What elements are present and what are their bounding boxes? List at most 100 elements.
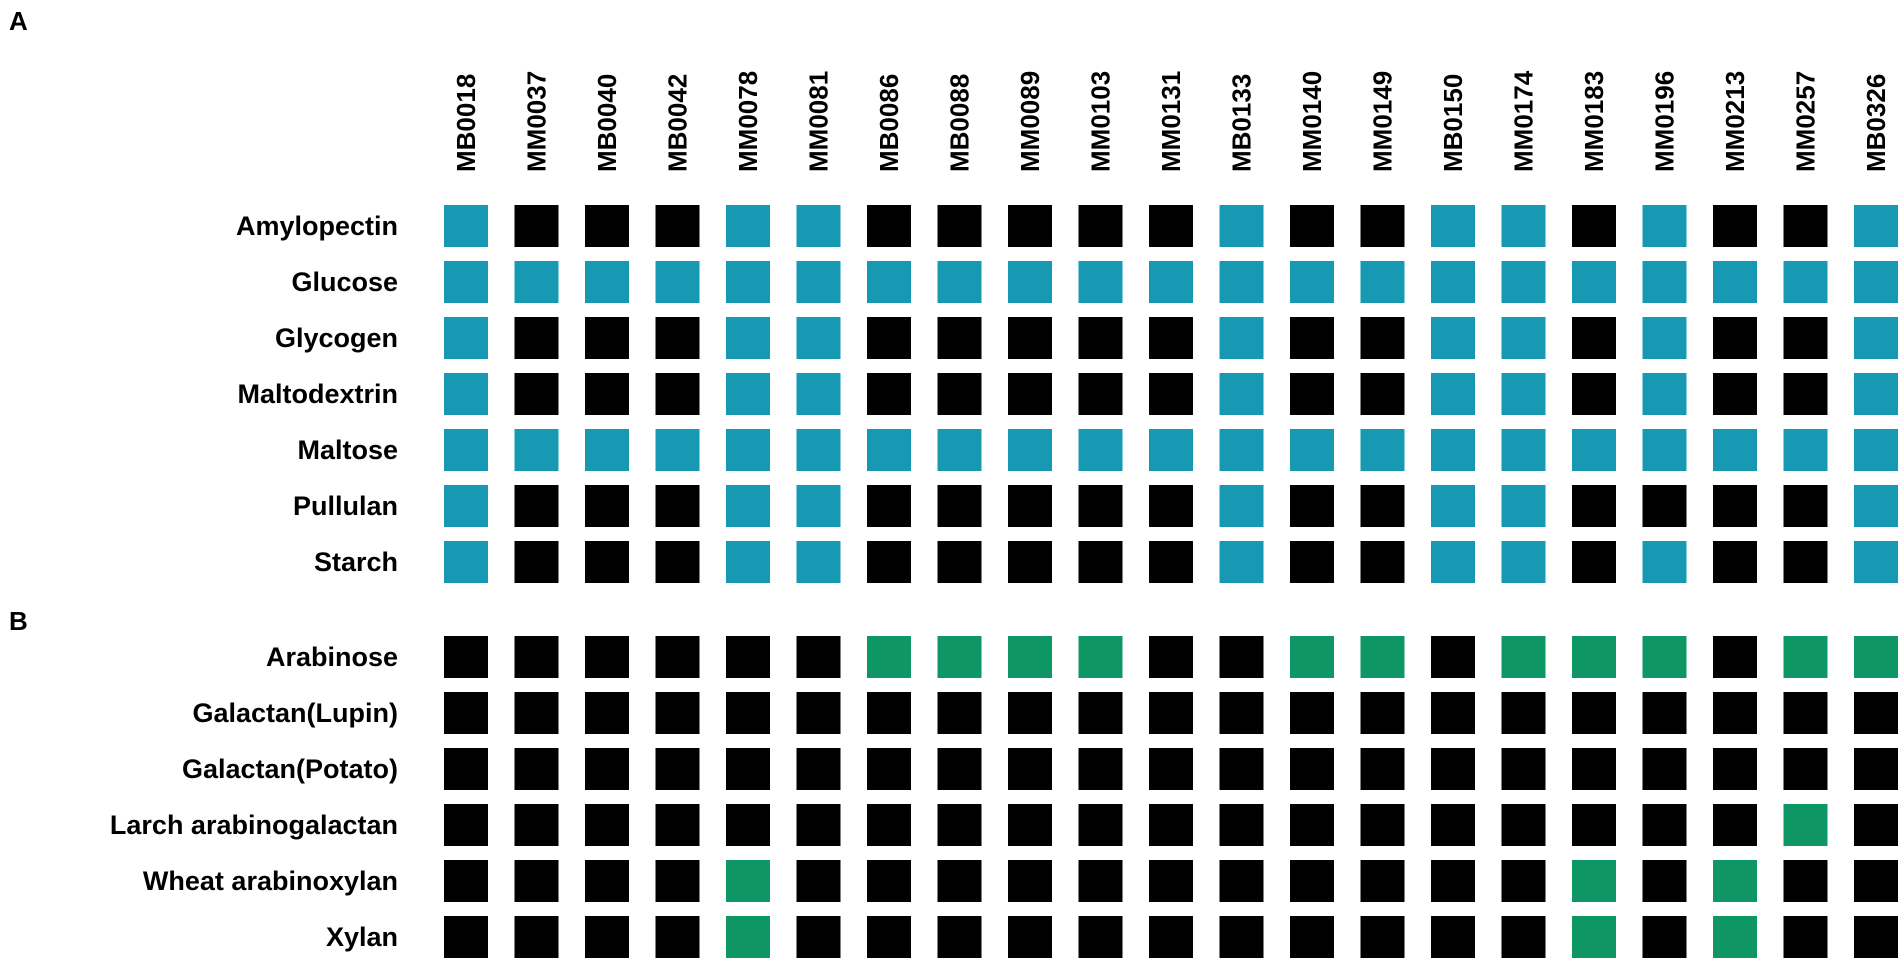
cell-galactan-potato-mb0133 xyxy=(1219,748,1264,790)
cell-xylan-mm0078 xyxy=(726,916,770,958)
cell-galactan-lupin-mm0149 xyxy=(1360,692,1405,734)
cell-galactan-potato-mm0103 xyxy=(1078,748,1123,790)
column-label-mb0150: MB0150 xyxy=(1438,74,1468,172)
cell-maltodextrin-mm0131 xyxy=(1149,373,1193,415)
cell-maltodextrin-mb0040 xyxy=(585,373,629,415)
column-label-mm0131: MM0131 xyxy=(1156,71,1186,172)
cell-amylopectin-mb0133 xyxy=(1219,205,1264,247)
cell-larch-arabinogalactan-mm0149 xyxy=(1360,804,1405,846)
cell-glycogen-mm0257 xyxy=(1783,317,1828,359)
cell-starch-mm0213 xyxy=(1713,541,1757,583)
cell-xylan-mm0037 xyxy=(514,916,559,958)
cell-galactan-potato-mm0081 xyxy=(796,748,841,790)
cell-starch-mm0196 xyxy=(1642,541,1687,583)
row-label-larch-arabinogalactan: Larch arabinogalactan xyxy=(110,810,398,840)
cell-xylan-mm0196 xyxy=(1642,916,1687,958)
cell-pullulan-mb0088 xyxy=(937,485,982,527)
cell-arabinose-mm0081 xyxy=(796,636,841,678)
cell-pullulan-mm0089 xyxy=(1008,485,1052,527)
cell-starch-mm0140 xyxy=(1290,541,1334,583)
cell-galactan-lupin-mb0086 xyxy=(867,692,911,734)
cell-starch-mm0081 xyxy=(796,541,841,583)
cell-galactan-lupin-mb0150 xyxy=(1431,692,1475,734)
cell-larch-arabinogalactan-mb0042 xyxy=(655,804,700,846)
cell-glucose-mb0018 xyxy=(444,261,488,303)
column-label-mb0326: MB0326 xyxy=(1861,74,1891,172)
cell-xylan-mm0149 xyxy=(1360,916,1405,958)
cell-wheat-arabinoxylan-mm0131 xyxy=(1149,860,1193,902)
cell-galactan-lupin-mm0196 xyxy=(1642,692,1687,734)
row-label-wheat-arabinoxylan: Wheat arabinoxylan xyxy=(143,866,398,896)
cell-galactan-potato-mm0140 xyxy=(1290,748,1334,790)
cell-galactan-lupin-mb0088 xyxy=(937,692,982,734)
cell-starch-mm0103 xyxy=(1078,541,1123,583)
row-label-pullulan: Pullulan xyxy=(293,491,398,521)
cell-starch-mb0133 xyxy=(1219,541,1264,583)
cell-arabinose-mb0018 xyxy=(444,636,488,678)
cell-wheat-arabinoxylan-mm0037 xyxy=(514,860,559,902)
cell-pullulan-mb0086 xyxy=(867,485,911,527)
cell-galactan-potato-mm0183 xyxy=(1572,748,1616,790)
cell-glucose-mm0078 xyxy=(726,261,770,303)
cell-maltose-mb0018 xyxy=(444,429,488,471)
cell-starch-mb0088 xyxy=(937,541,982,583)
cell-glucose-mb0133 xyxy=(1219,261,1264,303)
cell-maltodextrin-mm0149 xyxy=(1360,373,1405,415)
cell-glucose-mm0140 xyxy=(1290,261,1334,303)
cell-xylan-mm0103 xyxy=(1078,916,1123,958)
cell-maltodextrin-mb0018 xyxy=(444,373,488,415)
column-label-mb0086: MB0086 xyxy=(874,74,904,172)
cell-pullulan-mb0040 xyxy=(585,485,629,527)
column-label-mb0042: MB0042 xyxy=(663,74,693,172)
cell-glucose-mm0089 xyxy=(1008,261,1052,303)
cell-arabinose-mm0213 xyxy=(1713,636,1757,678)
cell-maltodextrin-mb0133 xyxy=(1219,373,1264,415)
cell-glucose-mm0174 xyxy=(1501,261,1546,303)
cell-galactan-lupin-mm0037 xyxy=(514,692,559,734)
cell-glucose-mb0042 xyxy=(655,261,700,303)
panel-b-grid: Arabinose Galactan(Lupin) Galactan(Potato)… xyxy=(110,636,1898,958)
cell-larch-arabinogalactan-mb0018 xyxy=(444,804,488,846)
cell-larch-arabinogalactan-mm0196 xyxy=(1642,804,1687,846)
cell-amylopectin-mb0040 xyxy=(585,205,629,247)
cell-amylopectin-mm0196 xyxy=(1642,205,1687,247)
cell-maltose-mm0174 xyxy=(1501,429,1546,471)
cell-amylopectin-mm0140 xyxy=(1290,205,1334,247)
cell-galactan-lupin-mm0131 xyxy=(1149,692,1193,734)
cell-galactan-lupin-mb0040 xyxy=(585,692,629,734)
row-label-arabinose: Arabinose xyxy=(266,642,398,672)
cell-amylopectin-mm0174 xyxy=(1501,205,1546,247)
column-label-mm0213: MM0213 xyxy=(1720,71,1750,172)
cell-pullulan-mm0081 xyxy=(796,485,841,527)
cell-starch-mm0149 xyxy=(1360,541,1405,583)
cell-amylopectin-mb0326 xyxy=(1854,205,1898,247)
cell-glycogen-mm0081 xyxy=(796,317,841,359)
cell-glycogen-mb0018 xyxy=(444,317,488,359)
cell-galactan-potato-mm0037 xyxy=(514,748,559,790)
column-label-mb0088: MB0088 xyxy=(945,74,975,172)
cell-larch-arabinogalactan-mm0037 xyxy=(514,804,559,846)
column-labels: MB0018 MM0037 MB0040 MB0042 MM0078 MM0081 MB00… xyxy=(451,70,1891,172)
cell-larch-arabinogalactan-mb0326 xyxy=(1854,804,1898,846)
cell-arabinose-mm0149 xyxy=(1360,636,1405,678)
cell-starch-mm0174 xyxy=(1501,541,1546,583)
panel-a-label: A xyxy=(9,6,28,36)
cell-amylopectin-mb0018 xyxy=(444,205,488,247)
row-label-galactan-lupin: Galactan(Lupin) xyxy=(192,698,398,728)
cell-xylan-mb0042 xyxy=(655,916,700,958)
cell-galactan-potato-mm0131 xyxy=(1149,748,1193,790)
cell-xylan-mb0086 xyxy=(867,916,911,958)
cell-larch-arabinogalactan-mm0078 xyxy=(726,804,770,846)
cell-galactan-potato-mm0257 xyxy=(1783,748,1828,790)
cell-maltodextrin-mm0257 xyxy=(1783,373,1828,415)
cell-maltodextrin-mm0140 xyxy=(1290,373,1334,415)
cell-galactan-potato-mm0213 xyxy=(1713,748,1757,790)
cell-amylopectin-mm0037 xyxy=(514,205,559,247)
cell-wheat-arabinoxylan-mb0040 xyxy=(585,860,629,902)
cell-arabinose-mb0326 xyxy=(1854,636,1898,678)
cell-glucose-mm0037 xyxy=(514,261,559,303)
cell-maltose-mm0089 xyxy=(1008,429,1052,471)
cell-glycogen-mm0078 xyxy=(726,317,770,359)
cell-glucose-mb0086 xyxy=(867,261,911,303)
cell-galactan-lupin-mm0213 xyxy=(1713,692,1757,734)
